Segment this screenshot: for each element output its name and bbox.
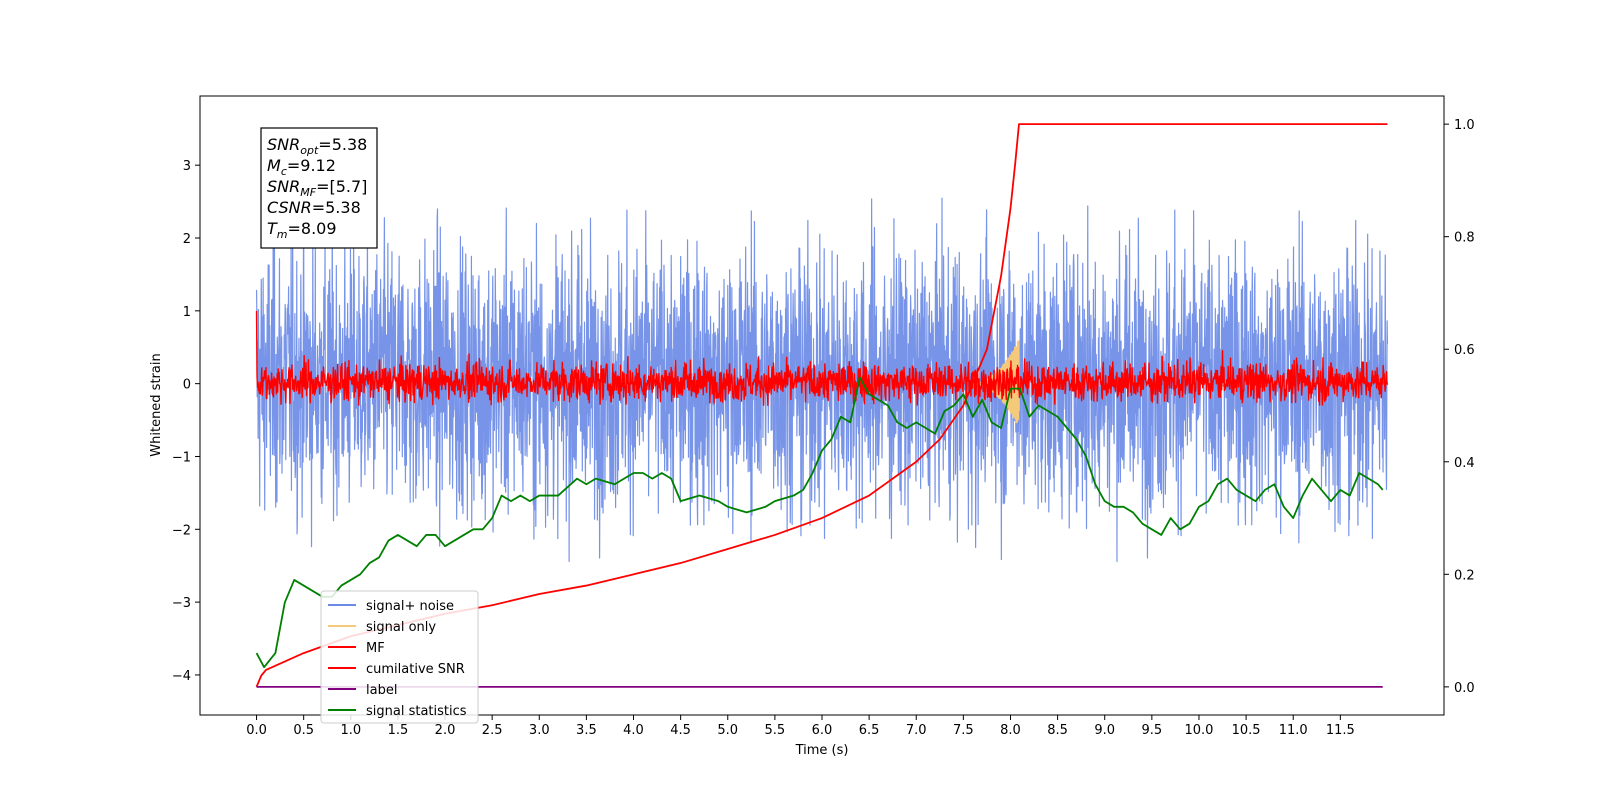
y-axis-label: Whitened strain <box>149 353 164 456</box>
y2-tick-label: 1.0 <box>1454 118 1475 133</box>
y-tick-label: −3 <box>172 596 191 611</box>
x-tick-label: 9.0 <box>1094 723 1115 738</box>
x-tick-label: 4.5 <box>670 723 691 738</box>
legend-label: label <box>366 683 397 698</box>
x-tick-label: 8.0 <box>1000 723 1021 738</box>
annotation-line: CSNR=5.38 <box>267 198 361 217</box>
x-tick-label: 10.0 <box>1184 723 1213 738</box>
x-tick-label: 11.5 <box>1326 723 1355 738</box>
x-tick-label: 6.5 <box>859 723 880 738</box>
annotation-line: SNRMF=[5.7] <box>267 177 367 199</box>
x-tick-label: 2.5 <box>482 723 503 738</box>
x-tick-label: 8.5 <box>1047 723 1068 738</box>
x-tick-label: 7.0 <box>906 723 927 738</box>
annotation-line: Tm=8.09 <box>267 219 337 241</box>
annotation-line: SNRopt=5.38 <box>267 135 367 157</box>
y2-tick-label: 0.4 <box>1454 456 1475 471</box>
annotation-box <box>260 127 378 249</box>
y-tick-label: 1 <box>183 305 191 320</box>
x-tick-label: 1.0 <box>340 723 361 738</box>
x-tick-label: 3.5 <box>576 723 597 738</box>
legend-label: cumilative SNR <box>366 662 465 677</box>
x-tick-label: 11.0 <box>1279 723 1308 738</box>
y-axis-left: 3 2 1 0 −1 −2 −3 −4 <box>172 159 200 684</box>
y-tick-label: −2 <box>172 523 191 538</box>
x-axis: 0.0 0.5 1.0 1.5 2.0 2.5 3.0 3.5 4.0 4.5 5.0 5.5 6.0 6… <box>246 715 1355 738</box>
y-tick-label: 0 <box>183 378 191 393</box>
y-tick-label: −4 <box>172 669 191 684</box>
legend: signal+ noise signal only MF cumilative SNR… <box>320 590 479 724</box>
series-mf <box>255 310 1389 407</box>
legend-label: signal only <box>366 620 436 635</box>
legend-box <box>320 590 479 724</box>
x-tick-label: 10.5 <box>1232 723 1261 738</box>
y2-tick-label: 0.8 <box>1454 231 1475 246</box>
y2-tick-label: 0.0 <box>1454 681 1475 696</box>
y2-tick-label: 0.6 <box>1454 343 1475 358</box>
y-axis-right: 1.0 0.8 0.6 0.4 0.2 0.0 <box>1444 118 1475 696</box>
x-tick-label: 2.0 <box>435 723 456 738</box>
y2-tick-label: 0.2 <box>1454 568 1475 583</box>
y-tick-label: 2 <box>183 232 191 247</box>
x-tick-label: 5.5 <box>765 723 786 738</box>
y-tick-label: 3 <box>183 159 191 174</box>
x-tick-label: 4.0 <box>623 723 644 738</box>
x-axis-label: Time (s) <box>795 743 849 758</box>
x-tick-label: 0.5 <box>293 723 314 738</box>
y-tick-label: −1 <box>172 450 191 465</box>
x-tick-label: 7.5 <box>953 723 974 738</box>
series-signal-noise <box>255 194 1389 563</box>
x-tick-label: 0.0 <box>246 723 267 738</box>
x-tick-label: 1.5 <box>388 723 409 738</box>
x-tick-label: 6.0 <box>812 723 833 738</box>
legend-label: signal+ noise <box>366 599 454 614</box>
legend-label: MF <box>366 641 385 656</box>
annotation-line: Mc=9.12 <box>267 156 336 178</box>
series-signal-statistics <box>255 376 1384 669</box>
x-tick-label: 9.5 <box>1142 723 1163 738</box>
legend-label: signal statistics <box>366 704 467 719</box>
x-tick-label: 5.0 <box>717 723 738 738</box>
x-tick-label: 3.0 <box>529 723 550 738</box>
